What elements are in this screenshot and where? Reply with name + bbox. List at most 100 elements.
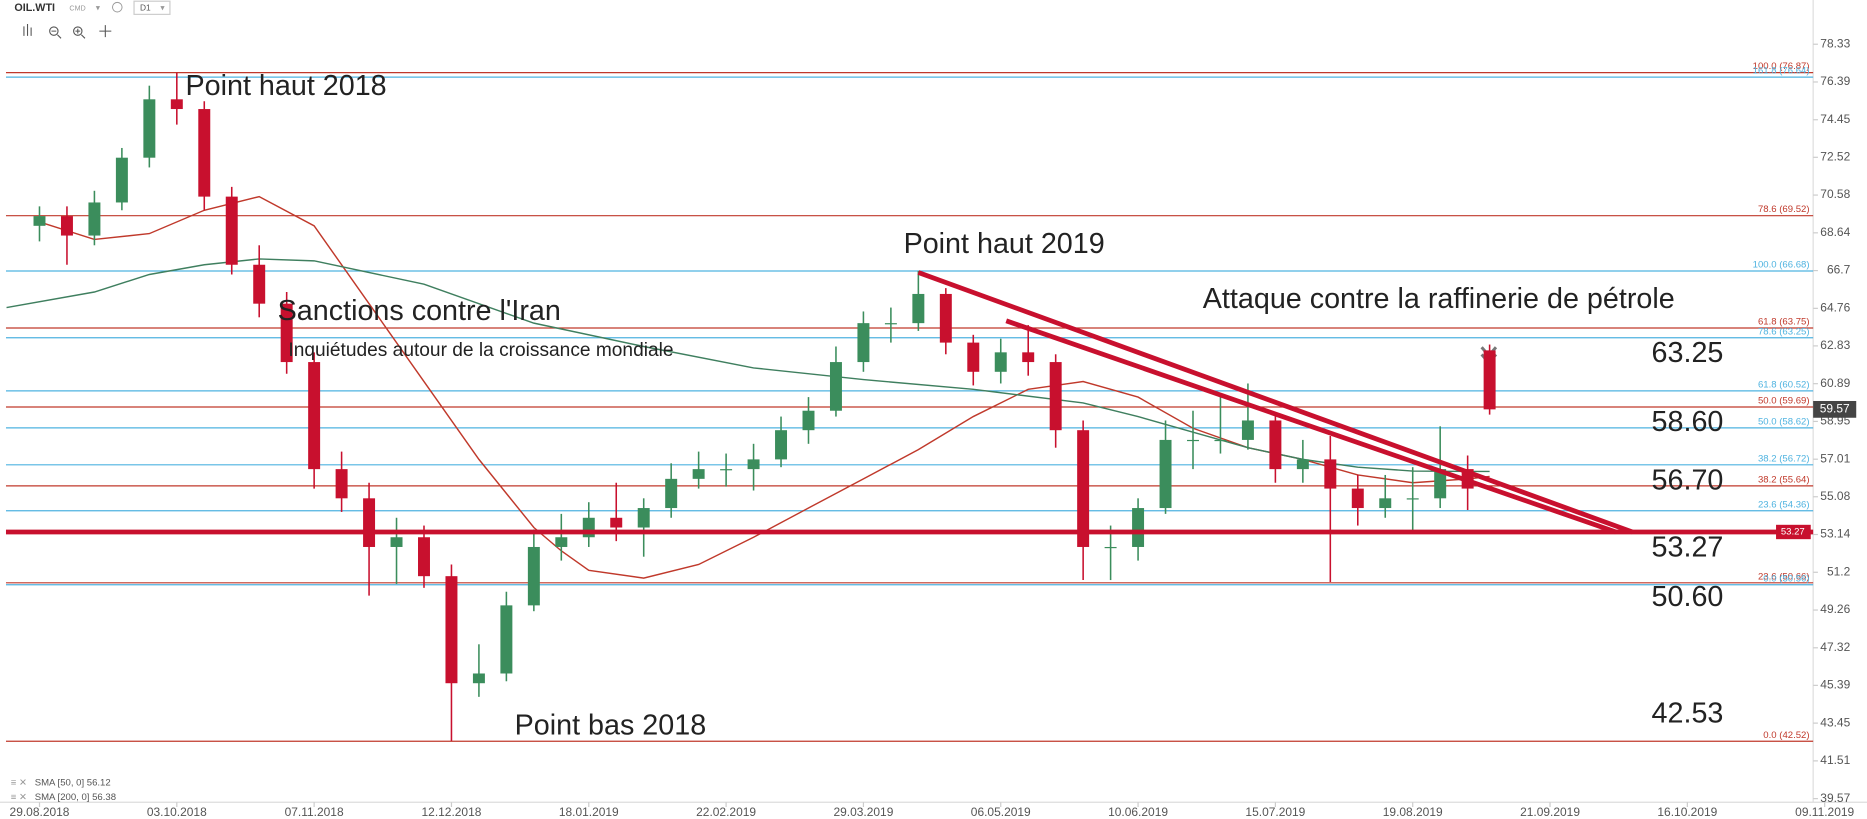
candle-body bbox=[1022, 352, 1035, 363]
candle-body bbox=[527, 546, 540, 606]
legend-entry: SMA [50, 0] 56.12 bbox=[35, 778, 111, 789]
support-tag-label: 53.27 bbox=[1781, 527, 1805, 538]
x-tick-label: 15.07.2019 bbox=[1245, 805, 1305, 819]
candle-body bbox=[1296, 459, 1309, 470]
candle-body bbox=[610, 517, 623, 528]
candle-body bbox=[88, 202, 101, 236]
toolbar bbox=[23, 23, 112, 39]
candle-body bbox=[198, 109, 211, 197]
annotation: Inquiétudes autour de la croissance mond… bbox=[288, 340, 673, 361]
legend-entry: SMA [200, 0] 56.38 bbox=[35, 792, 116, 803]
fib-label: 50.0 (59.69) bbox=[1758, 396, 1810, 407]
candle-body bbox=[390, 537, 403, 547]
sma-line bbox=[6, 258, 1490, 473]
annotation: Sanctions contre l'Iran bbox=[278, 295, 561, 327]
candle-body bbox=[829, 362, 842, 411]
legend-icon: ≡ ✕ bbox=[11, 792, 27, 803]
x-tick-label: 29.08.2018 bbox=[10, 805, 70, 819]
y-tick-label: 60.89 bbox=[1820, 376, 1850, 390]
candle-body bbox=[1483, 350, 1496, 410]
trendline bbox=[1005, 318, 1617, 535]
support-tag bbox=[1776, 524, 1811, 540]
candle-body bbox=[335, 469, 348, 499]
timeframe-box[interactable] bbox=[133, 0, 171, 15]
candle-body bbox=[912, 293, 925, 324]
candle-body bbox=[1049, 362, 1062, 431]
fib-label: 61.8 (60.52) bbox=[1758, 379, 1810, 390]
x-tick-label: 16.10.2019 bbox=[1657, 805, 1717, 819]
zoom-out-icon[interactable] bbox=[49, 26, 59, 36]
candle-body bbox=[253, 264, 266, 304]
crosshair-icon[interactable] bbox=[99, 25, 112, 38]
candle-body bbox=[1159, 439, 1172, 509]
fib-label: 100.0 (76.87) bbox=[1753, 61, 1810, 72]
candle-body bbox=[1269, 420, 1282, 470]
bars-icon[interactable] bbox=[23, 23, 32, 36]
y-tick-label: 62.83 bbox=[1820, 338, 1850, 352]
candle-body bbox=[33, 216, 46, 226]
fib-label: 23.6 (50.66) bbox=[1758, 571, 1810, 582]
level-annotation: 42.53 bbox=[1652, 697, 1724, 729]
candle-body bbox=[115, 157, 128, 203]
candle-body bbox=[1132, 508, 1145, 547]
candle-body bbox=[802, 410, 815, 431]
candle-body bbox=[1379, 498, 1392, 509]
candle-body bbox=[143, 99, 156, 158]
candle-body bbox=[665, 478, 678, 509]
fib-label: 0.0 (50.56) bbox=[1763, 573, 1809, 584]
y-tick-label: 76.39 bbox=[1820, 74, 1850, 88]
caret: ▾ bbox=[160, 3, 164, 13]
candle-body bbox=[1187, 439, 1199, 442]
header: OIL.WTI CMD ▾ D1 ▾ bbox=[14, 0, 171, 39]
candle-body bbox=[418, 537, 430, 577]
price-tag-label: 59.57 bbox=[1820, 402, 1850, 416]
candle-body bbox=[720, 469, 733, 471]
y-tick-label: 39.57 bbox=[1820, 791, 1850, 805]
y-tick-label: 66.7 bbox=[1827, 263, 1851, 277]
level-annotation: 58.60 bbox=[1652, 406, 1724, 438]
x-tick-label: 06.05.2019 bbox=[971, 805, 1031, 819]
candle-body bbox=[1351, 488, 1364, 509]
candle-body bbox=[363, 498, 376, 547]
y-tick-label: 68.64 bbox=[1820, 225, 1850, 239]
level-annotation: 50.60 bbox=[1652, 581, 1724, 613]
y-tick-label: 55.08 bbox=[1820, 489, 1850, 503]
candle-body bbox=[747, 459, 760, 470]
candle-body bbox=[692, 469, 705, 479]
x-tick-label: 03.10.2018 bbox=[147, 805, 207, 819]
level-annotation: 56.70 bbox=[1652, 465, 1724, 497]
fib-label: 61.8 (63.75) bbox=[1758, 317, 1810, 328]
y-tick-label: 47.32 bbox=[1820, 640, 1850, 654]
x-tick-label: 12.12.2018 bbox=[422, 805, 482, 819]
candle-body bbox=[308, 362, 321, 470]
x-tick-label: 09.11.2019 bbox=[1795, 805, 1854, 819]
annotation: Point haut 2019 bbox=[904, 228, 1105, 260]
candle-body bbox=[1406, 498, 1419, 500]
fib-label: 161.8 (76.64) bbox=[1753, 66, 1810, 77]
candle-body bbox=[500, 605, 513, 674]
candle-body bbox=[775, 430, 788, 460]
info-icon[interactable] bbox=[112, 1, 123, 13]
caret: ▾ bbox=[96, 3, 100, 13]
candle-body bbox=[555, 537, 568, 547]
zoom-in-icon[interactable] bbox=[73, 26, 83, 36]
candle-body bbox=[967, 342, 980, 372]
y-tick-label: 72.52 bbox=[1820, 149, 1850, 163]
y-tick-label: 57.01 bbox=[1820, 451, 1850, 465]
y-tick-label: 45.39 bbox=[1820, 678, 1850, 692]
fib-label: 38.2 (56.72) bbox=[1758, 453, 1810, 464]
timeframe: D1 bbox=[140, 3, 151, 13]
candle-body bbox=[170, 99, 183, 110]
candle-body bbox=[472, 673, 485, 684]
candle-body bbox=[582, 517, 595, 538]
candle-body bbox=[1077, 430, 1090, 547]
y-tick-label: 74.45 bbox=[1820, 112, 1850, 126]
y-tick-label: 53.14 bbox=[1820, 527, 1850, 541]
candle-body bbox=[1324, 459, 1337, 489]
fib-label: 23.6 (54.36) bbox=[1758, 499, 1810, 510]
symbol: OIL.WTI bbox=[14, 2, 55, 14]
candle-body bbox=[1214, 439, 1227, 442]
candle-body bbox=[225, 196, 238, 265]
candle-body bbox=[1104, 546, 1117, 549]
